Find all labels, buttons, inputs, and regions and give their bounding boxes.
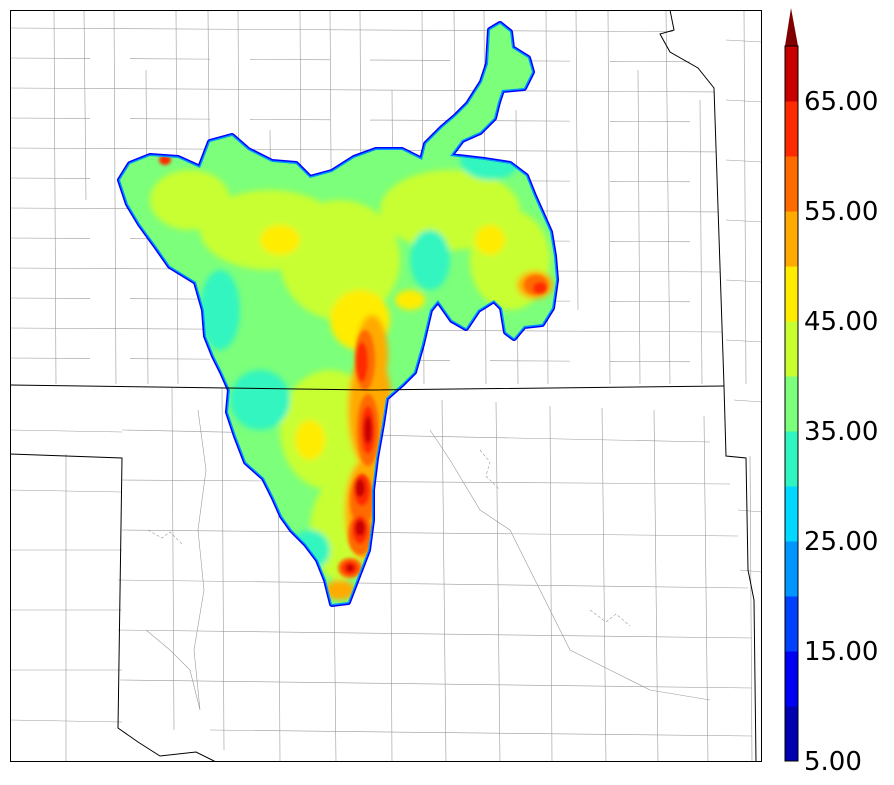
- colorbar-segment: [785, 651, 798, 707]
- missouri-border: [659, 10, 757, 762]
- colorbar-segment: [785, 321, 798, 377]
- colorbar-tick-label: 5.00: [804, 747, 862, 777]
- colorbar-segments: [785, 46, 798, 762]
- colorbar-segment: [785, 541, 798, 597]
- kansas-oklahoma-border: [10, 384, 725, 391]
- county-lines-east: [725, 10, 762, 762]
- colorbar-segment: [785, 156, 798, 212]
- colorbar-tick-label: 35.00: [804, 417, 878, 447]
- colorbar-segment: [785, 431, 798, 487]
- colorbar-tick-label: 15.00: [804, 637, 878, 667]
- oklahoma-panhandle-border: [10, 453, 217, 762]
- colorbar-segment: [785, 706, 798, 762]
- colorbar-segment: [785, 266, 798, 322]
- colorbar-segment: [785, 376, 798, 432]
- map-border: [10, 10, 762, 762]
- colorbar-segment: [785, 211, 798, 267]
- colorbar-outline: [784, 45, 799, 762]
- colorbar-tick-label: 25.00: [804, 527, 878, 557]
- colorbar-extend-arrow: [785, 8, 798, 46]
- colorbar-segment: [785, 46, 798, 102]
- colorbar-segment: [785, 101, 798, 157]
- colorbar-segment: [785, 596, 798, 652]
- colorbar-tick-label: 55.00: [804, 197, 878, 227]
- colorbar-tick-label: 65.00: [804, 87, 878, 117]
- state-boundaries: [10, 10, 757, 762]
- map-frame: [10, 10, 762, 762]
- colorbar-tick-label: 45.00: [804, 307, 878, 337]
- colorbar-segment: [785, 486, 798, 542]
- colorbar-ticks: 5.00 15.00 25.00 35.00 45.00 55.00 65.00: [804, 87, 878, 777]
- colorbar: 5.00 15.00 25.00 35.00 45.00 55.00 65.00: [784, 8, 878, 777]
